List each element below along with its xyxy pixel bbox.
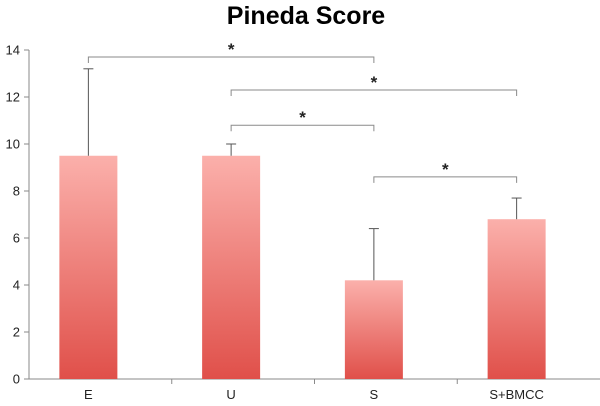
bar-u xyxy=(202,155,261,379)
y-tick-label: 14 xyxy=(6,43,20,58)
y-tick-label: 10 xyxy=(6,137,20,152)
significance-bracket xyxy=(373,176,518,183)
significance-bracket xyxy=(87,56,375,64)
bar-s-bmcc xyxy=(487,219,546,379)
y-tick-label: 8 xyxy=(13,184,20,199)
error-bars xyxy=(83,68,522,281)
x-tick-label: E xyxy=(84,387,93,402)
significance-brackets: * * * * xyxy=(87,40,518,183)
x-axis: E U S S+BMCC xyxy=(29,378,600,402)
y-tick-label: 6 xyxy=(13,231,20,246)
x-tick-label: S xyxy=(370,387,379,402)
y-tick-label: 0 xyxy=(13,372,20,387)
significance-bracket xyxy=(230,124,375,132)
significance-label: * xyxy=(228,40,235,59)
y-axis: 0 2 4 6 8 10 12 14 xyxy=(6,43,30,387)
bar-s xyxy=(344,280,403,379)
significance-label: * xyxy=(442,160,449,179)
x-tick-label: U xyxy=(226,387,235,402)
y-tick-label: 4 xyxy=(13,278,20,293)
chart-title: Pineda Score xyxy=(227,2,385,30)
bars xyxy=(59,155,546,379)
significance-label: * xyxy=(299,108,306,127)
y-tick-label: 2 xyxy=(13,325,20,340)
significance-bracket xyxy=(230,89,518,96)
bar-e xyxy=(59,155,118,379)
significance-label: * xyxy=(371,73,378,92)
x-tick-label: S+BMCC xyxy=(489,387,544,402)
y-tick-label: 12 xyxy=(6,90,20,105)
